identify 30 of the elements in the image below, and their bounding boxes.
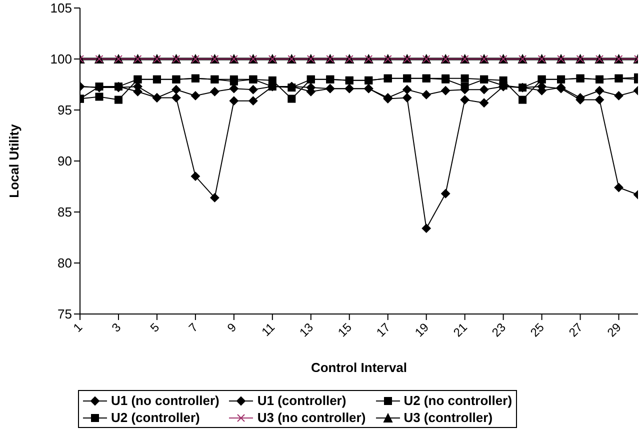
y-tick-label: 100 [50,52,72,67]
x-tick-label: 15 [335,320,355,340]
legend-label: U2 (controller) [111,410,200,425]
x-tick-label: 23 [489,320,509,340]
x-tick-label: 19 [412,320,432,340]
legend-label: U2 (no controller) [404,393,512,408]
x-tick-label: 5 [147,320,162,335]
x-tick-label: 11 [258,320,278,339]
y-tick-label: 75 [58,306,72,322]
x-tick-label: 13 [296,320,316,340]
y-tick-label: 105 [50,0,72,16]
x-tick-label: 29 [604,320,624,340]
x-tick-label: 27 [566,320,586,340]
y-axis-title: Local Utility [6,123,22,198]
x-tick-label: 17 [374,320,394,340]
x-tick-label: 21 [450,320,470,340]
x-axis-title: Control Interval [310,360,408,375]
legend-label: U3 (no controller) [257,410,366,425]
legend-label: U3 (controller) [404,410,493,425]
x-tick-label: 3 [108,320,124,335]
y-tick-label: 80 [58,256,72,271]
y-tick-label: 85 [58,204,72,220]
x-tick-label: 7 [186,320,201,335]
y-tick-label: 95 [58,102,72,118]
legend-label: U1 (controller) [257,393,346,408]
y-tick-label: 90 [58,154,72,169]
x-tick-label: 9 [224,320,240,335]
x-tick-label: 1 [70,320,86,335]
x-tick-label: 25 [528,320,548,340]
legend-label: U1 (no controller) [111,393,220,408]
